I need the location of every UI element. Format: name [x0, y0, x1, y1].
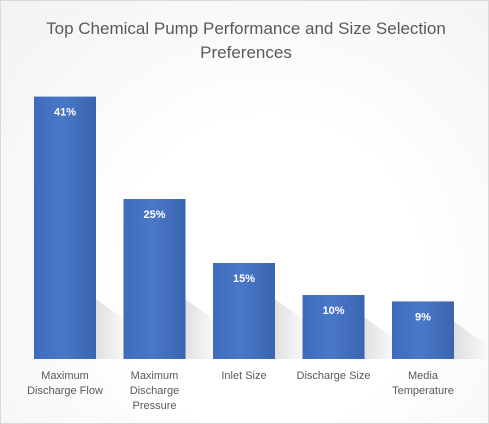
category-label-line: Pressure [132, 400, 176, 412]
data-label: 41% [54, 107, 76, 119]
category-label-line: Discharge [130, 385, 180, 397]
category-label-line: Maximum [41, 370, 89, 382]
bar [123, 199, 186, 359]
category-label: Discharge Size [297, 370, 371, 382]
category-label: Inlet Size [221, 370, 266, 382]
category-label: Media Temperature [392, 370, 454, 397]
bar-shadow [275, 299, 310, 359]
category-label-line: Discharge Size [297, 370, 371, 382]
bar-shadow [96, 299, 131, 359]
bar-shadow [185, 299, 221, 359]
bar-shadow [364, 317, 400, 359]
bar [392, 301, 454, 359]
bar [302, 295, 365, 359]
bar [34, 96, 96, 359]
bar-shadow [454, 321, 488, 359]
category-label: Maximum Discharge Pressure [130, 370, 180, 412]
category-label: Maximum Discharge Flow [27, 370, 103, 397]
category-label-line: Discharge Flow [27, 385, 103, 397]
data-label: 9% [415, 311, 431, 323]
data-label: 15% [233, 273, 255, 285]
data-label: 25% [143, 209, 165, 221]
bar [213, 263, 275, 359]
category-label-line: Temperature [392, 385, 454, 397]
category-label-line: Maximum [131, 370, 179, 382]
category-label-line: Inlet Size [221, 370, 266, 382]
category-label-line: Media [408, 370, 439, 382]
data-label: 10% [322, 305, 344, 317]
chart-title: Top Chemical Pump Performance and Size S… [46, 19, 446, 62]
